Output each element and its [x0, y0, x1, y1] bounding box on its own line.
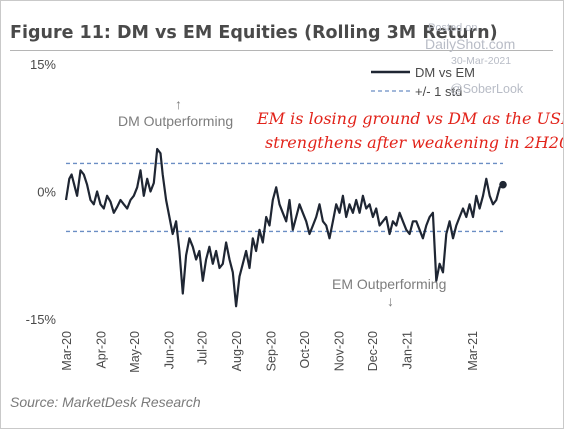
annotation-em-outperforming: EM Outperforming	[332, 276, 446, 292]
x-tick-label: Sep-20	[265, 331, 279, 371]
y-tick-label: 0%	[37, 185, 56, 200]
watermark-posted-on: Posted on	[428, 22, 478, 34]
watermark-handle: @SoberLook	[450, 82, 524, 96]
x-tick-label: Oct-20	[298, 331, 312, 369]
x-tick-label: Jul-20	[196, 331, 210, 365]
legend-label-band: +/- 1 std	[415, 84, 462, 99]
x-tick-label: May-20	[128, 331, 142, 373]
x-tick-label: Dec-20	[366, 331, 380, 371]
x-tick-label: Jun-20	[162, 331, 176, 369]
watermark-site: DailyShot.com	[425, 36, 516, 52]
legend-label-series: DM vs EM	[415, 65, 475, 80]
annotation-down-arrow-icon: ↓	[387, 293, 394, 309]
x-tick-label: Mar-20	[60, 331, 74, 371]
comment-line-1: EM is losing ground vs DM as the USD	[256, 109, 563, 128]
annotation-up-arrow-icon: ↑	[175, 96, 182, 112]
annotation-dm-outperforming: DM Outperforming	[118, 113, 233, 129]
figure-title: Figure 11: DM vs EM Equities (Rolling 3M…	[10, 23, 498, 43]
x-tick-label: Mar-21	[466, 331, 480, 371]
series-line-dm-vs-em	[64, 147, 504, 308]
watermark-date: 30-Mar-2021	[451, 55, 512, 67]
y-tick-label: 15%	[30, 57, 56, 72]
comment-line-2: strengthens after weakening in 2H20.	[265, 133, 563, 152]
source-note: Source: MarketDesk Research	[10, 394, 201, 410]
x-tick-label: Nov-20	[332, 331, 346, 371]
x-tick-label: Aug-20	[230, 331, 244, 371]
x-tick-label: Jan-21	[400, 331, 414, 369]
y-tick-label: -15%	[26, 312, 57, 327]
title-divider	[10, 50, 553, 51]
x-tick-label: Apr-20	[94, 331, 108, 369]
series-end-point	[499, 180, 507, 189]
